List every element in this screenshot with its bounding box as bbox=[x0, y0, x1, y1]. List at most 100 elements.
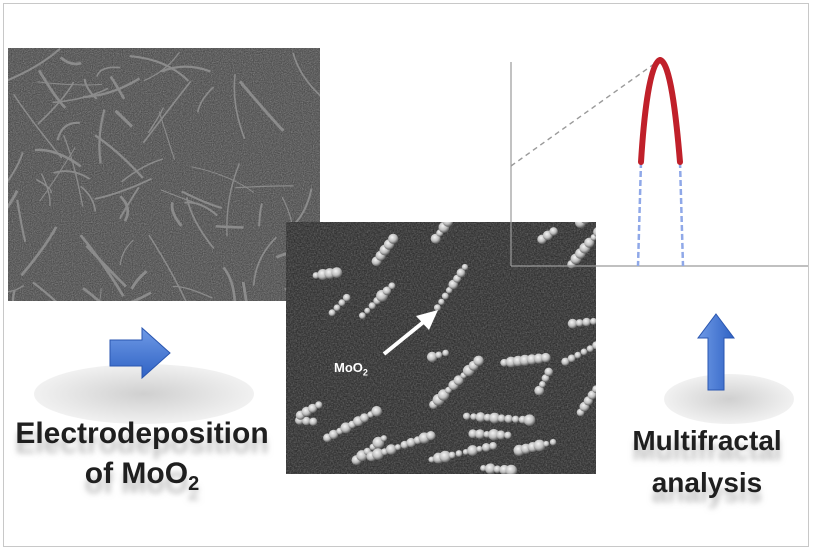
moo2-particle bbox=[567, 318, 578, 329]
moo2-particle bbox=[406, 437, 416, 448]
moo2-particle bbox=[511, 415, 520, 423]
moo2-particle bbox=[308, 403, 318, 413]
fiber bbox=[8, 190, 19, 209]
fiber bbox=[143, 51, 180, 82]
fiber bbox=[129, 55, 190, 82]
moo2-particle bbox=[534, 385, 545, 396]
moo2-particle bbox=[456, 268, 466, 278]
fiber bbox=[181, 190, 223, 209]
sem-image-substrate bbox=[8, 48, 320, 301]
fiber bbox=[235, 185, 294, 189]
fiber bbox=[8, 48, 61, 82]
spectrum-peak-curve bbox=[638, 56, 683, 165]
moo2-particle bbox=[439, 450, 452, 463]
moo2-particle bbox=[476, 445, 483, 453]
figure-frame: MoO2 Electrodeposition of MoO2 Multifrac… bbox=[3, 3, 809, 547]
moo2-particle bbox=[584, 237, 595, 248]
moo2-particle bbox=[426, 431, 436, 441]
moo2-particle bbox=[302, 416, 311, 426]
fiber bbox=[241, 281, 248, 301]
moo2-particle bbox=[590, 317, 596, 325]
moo2-particle bbox=[359, 312, 366, 320]
moo2-particle bbox=[539, 381, 546, 388]
moo2-particle bbox=[544, 367, 553, 377]
moo2-callout-label: MoO2 bbox=[334, 360, 368, 378]
fiber bbox=[85, 244, 127, 288]
fiber bbox=[142, 80, 192, 144]
moo2-particle bbox=[488, 429, 500, 441]
moo2-particle bbox=[442, 222, 453, 227]
moo2-particle bbox=[575, 319, 584, 327]
fiber bbox=[39, 147, 76, 202]
moo2-particle bbox=[467, 445, 478, 456]
moo2-particle bbox=[394, 444, 401, 451]
fiber bbox=[258, 202, 264, 227]
moo2-particle bbox=[549, 438, 557, 446]
moo2-particle bbox=[342, 293, 351, 302]
moo2-particle bbox=[463, 412, 471, 420]
moo2-particle bbox=[505, 464, 518, 474]
fiber bbox=[119, 239, 134, 266]
fiber bbox=[172, 285, 213, 299]
moo2-particle bbox=[385, 444, 397, 455]
fiber bbox=[147, 107, 165, 134]
fiber bbox=[99, 288, 102, 301]
moo2-particle bbox=[442, 349, 449, 357]
moo2-particle bbox=[567, 354, 576, 363]
fiber bbox=[35, 178, 53, 194]
moo2-particle bbox=[587, 390, 596, 400]
fiber bbox=[114, 109, 134, 128]
moo2-particle bbox=[441, 292, 449, 300]
fiber bbox=[191, 166, 255, 193]
moo2-particle bbox=[543, 440, 550, 447]
moo2-particle bbox=[455, 450, 463, 457]
moo2-particle bbox=[333, 304, 341, 312]
fiber bbox=[170, 201, 183, 227]
moo2-particle bbox=[328, 309, 336, 317]
fiber bbox=[96, 66, 121, 77]
fiber bbox=[148, 234, 187, 301]
fiber bbox=[160, 65, 211, 73]
moo2-particle bbox=[489, 412, 500, 424]
multifractal-label: Multifractal bbox=[632, 425, 782, 456]
moo2-particle bbox=[328, 429, 339, 440]
moo2-particle bbox=[561, 357, 570, 366]
fiber bbox=[121, 158, 163, 183]
multifractal-spectrum-plot bbox=[510, 56, 808, 267]
moo2-particle bbox=[368, 302, 376, 310]
moo2-particle bbox=[497, 414, 506, 423]
fiber bbox=[215, 224, 244, 229]
moo2-particle bbox=[485, 463, 496, 474]
fiber bbox=[11, 290, 16, 301]
moo2-particle bbox=[593, 227, 596, 237]
moo2-particle bbox=[435, 351, 443, 359]
moo2-particle bbox=[590, 234, 596, 241]
moo2-particle bbox=[580, 348, 588, 356]
moo2-particle bbox=[359, 413, 369, 423]
fiber bbox=[13, 93, 63, 159]
fiber bbox=[119, 195, 130, 222]
shadow-right bbox=[664, 374, 794, 424]
moo2-particle bbox=[388, 233, 399, 244]
moo2-particle bbox=[309, 417, 318, 426]
sem-image-moo2 bbox=[286, 222, 596, 474]
fiber bbox=[158, 111, 176, 160]
fiber bbox=[59, 56, 82, 66]
moo2-particle bbox=[433, 304, 441, 312]
moo2-particle bbox=[448, 451, 456, 459]
moo2-particle bbox=[473, 355, 484, 366]
fiber bbox=[252, 236, 278, 286]
fiber bbox=[40, 173, 51, 207]
moo2-particle bbox=[371, 406, 382, 417]
moo2-particle bbox=[438, 298, 445, 306]
electrodeposition-label: Electrodeposition bbox=[15, 417, 269, 450]
fiber bbox=[8, 152, 24, 183]
fiber bbox=[222, 266, 237, 301]
moo2-particle bbox=[364, 307, 371, 314]
fiber bbox=[160, 189, 194, 203]
plot-dashed-line bbox=[510, 63, 655, 167]
fiber bbox=[233, 74, 246, 140]
moo2-particle bbox=[372, 448, 384, 460]
analysis-label: analysis bbox=[651, 467, 763, 498]
moo2-particle bbox=[592, 385, 596, 393]
